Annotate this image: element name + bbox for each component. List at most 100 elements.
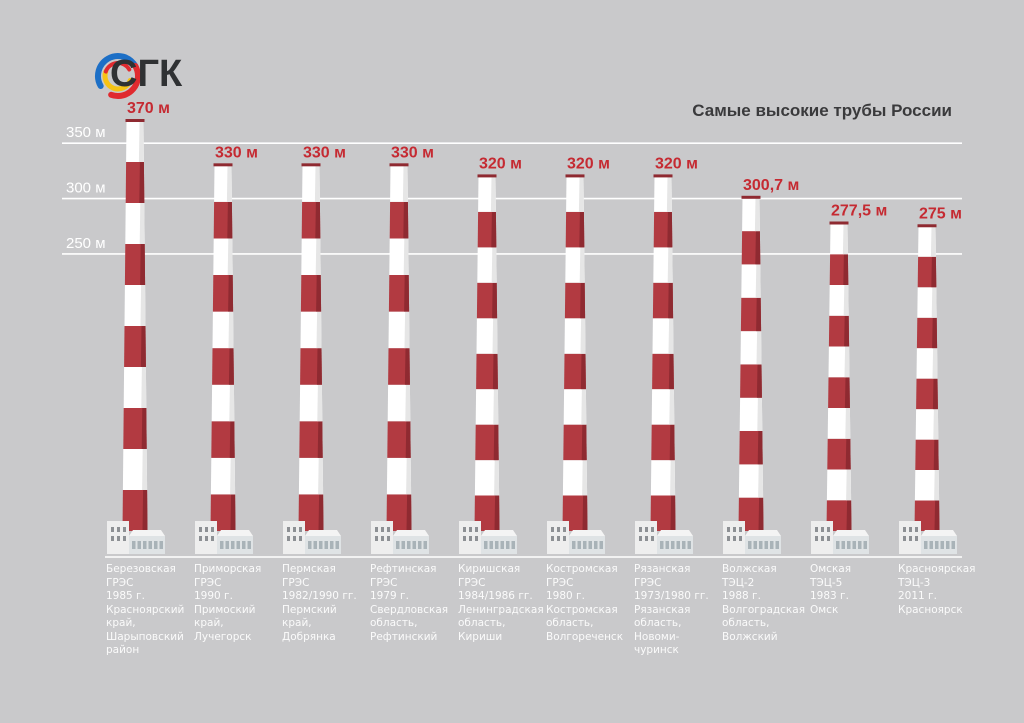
chimney-shade [227, 201, 233, 239]
chimney-stripe-red [564, 353, 586, 390]
building-window [727, 527, 730, 532]
category-caption: Волжская ТЭЦ-2 1988 г. Волгоградская область… [722, 563, 805, 644]
value-label: 320 м [655, 155, 698, 172]
building-window [682, 541, 686, 549]
chimney-shade [140, 285, 146, 327]
caption-line: область, [722, 617, 770, 629]
building-window [375, 527, 378, 532]
chimney-shade [757, 397, 763, 432]
chimney-shade [140, 244, 146, 286]
chimney-shade [934, 470, 940, 501]
building-window [375, 536, 378, 541]
building-window [940, 541, 944, 549]
building-window [205, 536, 208, 541]
logo-arc [103, 61, 132, 74]
building-window [324, 541, 328, 549]
building-hall [129, 536, 165, 554]
chimney-stripe-white [914, 470, 940, 501]
chimney-stripe-white [739, 397, 763, 432]
y-tick-label: 350 м [66, 124, 106, 141]
chimney-shade [934, 500, 940, 531]
building-window [909, 536, 912, 541]
chimney-shade [230, 457, 236, 495]
chimney-shade [580, 282, 586, 319]
chimney-shade [930, 226, 936, 257]
chimney-shade [403, 238, 409, 276]
building-window [484, 541, 488, 549]
chimney-shade [932, 317, 938, 349]
chimney-stripe-white [211, 384, 235, 422]
caption-line: Волгореченск [546, 630, 624, 643]
building-roof [569, 530, 605, 536]
chimney-stripe-red [740, 297, 762, 332]
building-window [199, 527, 202, 532]
caption-line: Омск [810, 603, 839, 616]
building-window [396, 541, 400, 549]
caption-line: край, [194, 617, 224, 629]
caption-line: Волжская [722, 563, 777, 575]
building-window [211, 527, 214, 532]
value-label: 275 м [919, 205, 962, 222]
chimney-shade [846, 500, 852, 531]
chimney-shade [754, 197, 760, 232]
chimney-stripe-white [917, 287, 937, 318]
caption-line: ГРЭС [194, 576, 222, 589]
chimney-stripe-white [387, 384, 411, 422]
building-window [551, 536, 554, 541]
chimney-stripe-white [299, 384, 323, 422]
chimney-cap [125, 119, 145, 123]
building-window [759, 541, 763, 549]
chimney-shade [141, 367, 147, 409]
building-hall [833, 536, 869, 554]
building-window [319, 541, 323, 549]
chimney-shade [667, 247, 673, 283]
caption-line: 1983 г. [810, 590, 849, 602]
building-window [231, 541, 235, 549]
building-roof [393, 530, 429, 536]
chimney-stripe-white [741, 264, 761, 298]
building-window [469, 536, 472, 541]
building-roof [833, 530, 869, 536]
building-hall [657, 536, 693, 554]
sgk-logo-icon [95, 53, 141, 99]
chimney-stripe-red [476, 282, 498, 319]
chimney-stripe-red [476, 353, 498, 390]
building-window [287, 527, 290, 532]
caption-line: Новоми- [634, 630, 680, 643]
value-label: 370 м [127, 100, 170, 117]
chimney-stripe-red [916, 317, 938, 349]
chimney-stripe-white [475, 389, 499, 425]
chimney-shade [843, 254, 849, 286]
building-window [594, 541, 598, 549]
chimney-stripe-red [652, 282, 674, 319]
caption-line: Рефтинский [370, 630, 438, 643]
chimney-stripe-white [386, 457, 412, 495]
building-window [815, 527, 818, 532]
building-hall [217, 536, 253, 554]
chimney-shade [315, 238, 321, 276]
category-caption: Костромская ГРЭС 1980 г. Костромская область… [546, 563, 623, 644]
caption-line: край, [106, 617, 136, 629]
chimney-shade [844, 315, 850, 347]
building-window [463, 536, 466, 541]
chimney-stripe-red [915, 439, 939, 471]
chimney-shade [843, 285, 849, 316]
chimney-shade [758, 497, 764, 531]
caption-line: 2011 г. [898, 590, 937, 602]
chimney-stripe-white [123, 367, 147, 409]
building-window [475, 536, 478, 541]
building-window [770, 541, 774, 549]
brand-name: СГК [110, 53, 183, 95]
building-window [132, 541, 136, 549]
chimney-stripe-red [564, 282, 586, 319]
building-hall [481, 536, 517, 554]
caption-line: край, [282, 617, 312, 629]
chimney-shade [757, 431, 763, 465]
chimney-shade [406, 457, 412, 495]
building-window [903, 527, 906, 532]
chimney-shade [492, 353, 498, 390]
building-window [143, 541, 147, 549]
caption-line: Пермская [282, 563, 336, 575]
caption-line: Красноярск [898, 603, 963, 616]
chimney-shade [931, 256, 937, 288]
